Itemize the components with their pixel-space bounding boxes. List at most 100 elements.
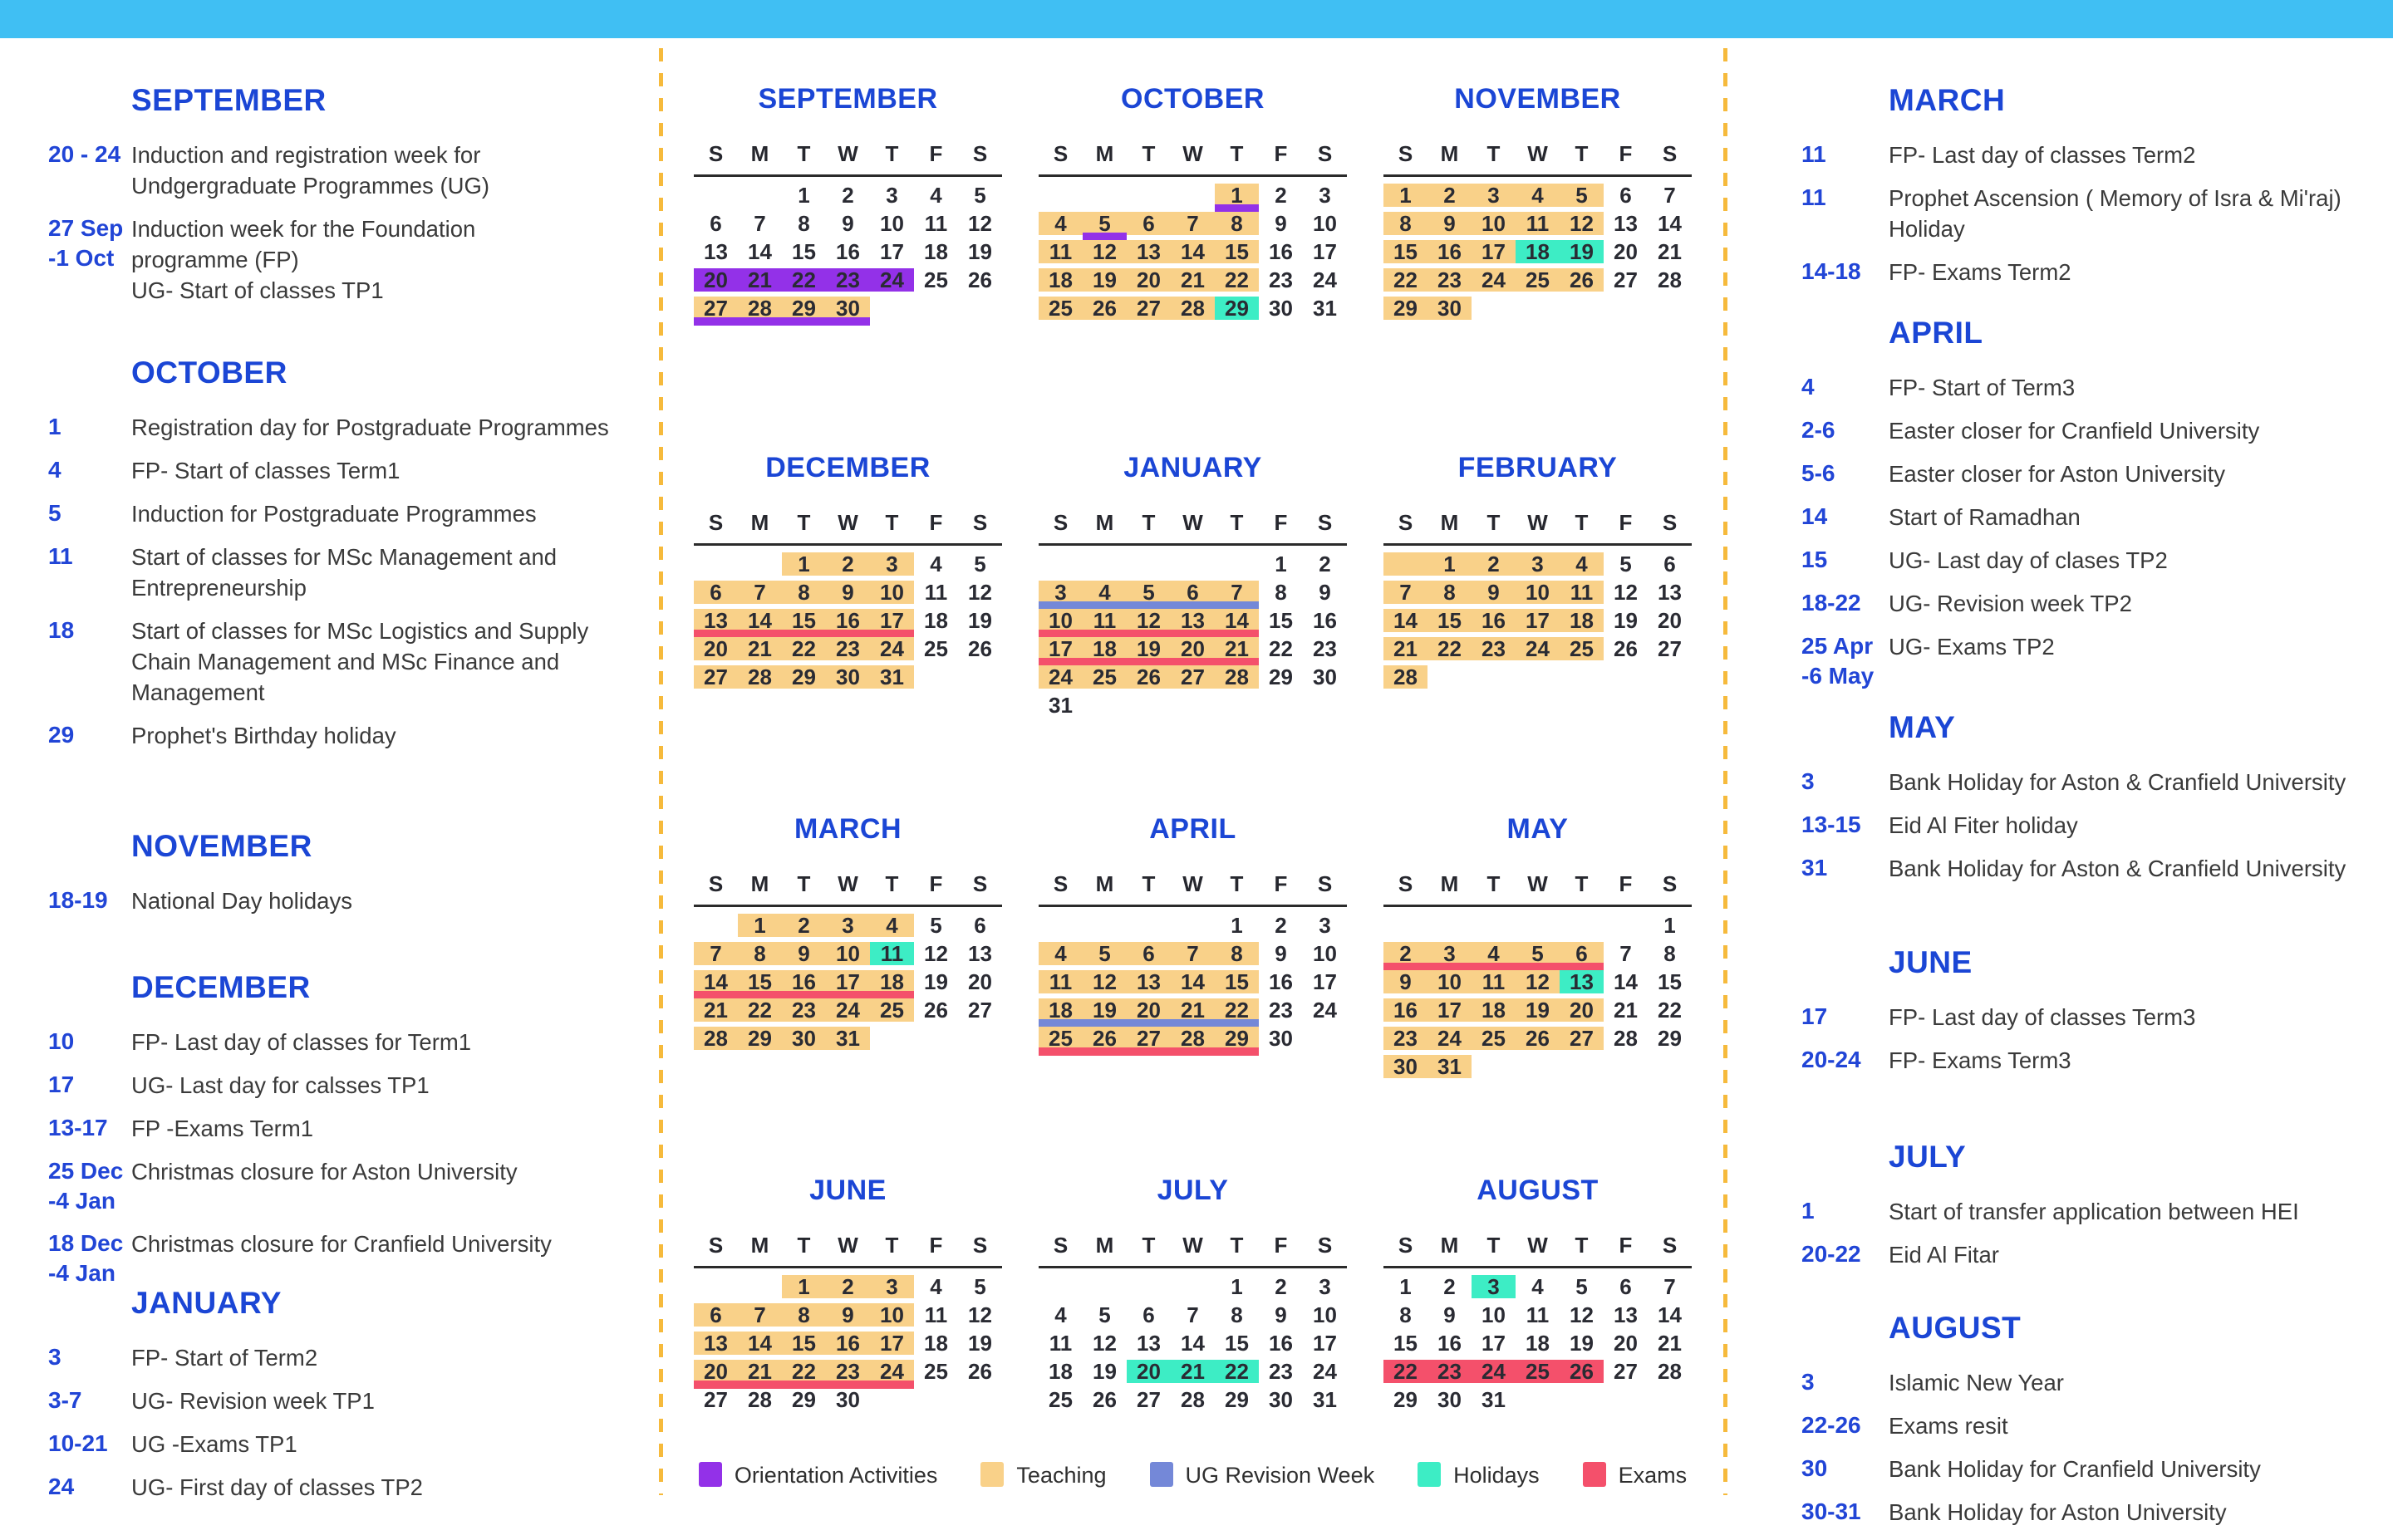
- event-item: 25 Apr -6 May UG- Exams TP2: [1801, 631, 2373, 691]
- calendar-day: 10: [836, 941, 860, 966]
- weekday-label: S: [708, 1233, 724, 1258]
- event-section-december: DECEMBER 10 FP- Last day of classes for Te…: [48, 970, 639, 1301]
- calendar-day: 24: [880, 636, 904, 661]
- dashed-divider-right: [1723, 48, 1727, 1495]
- calendar-day: 23: [1437, 267, 1462, 292]
- event-item: 18-19 National Day holidays: [48, 885, 639, 916]
- calendar-day: 24: [1313, 1359, 1337, 1384]
- calendar-day: 8: [1443, 580, 1456, 605]
- event-date: 3: [48, 1344, 61, 1370]
- calendar-day: 1: [1231, 1274, 1243, 1299]
- event-section-october: OCTOBER 1 Registration day for Postgraduat…: [48, 356, 639, 763]
- calendar-day: 14: [1225, 608, 1249, 633]
- calendar-day: 18: [1093, 636, 1117, 661]
- calendar-week-row: 22 23 24 25 26 27 28: [1383, 1359, 1692, 1390]
- weekday-label: F: [1274, 871, 1288, 896]
- calendar-day: 15: [748, 969, 772, 994]
- highlight-bar-teaching: [782, 1275, 914, 1298]
- event-item: 30 Bank Holiday for Cranfield University: [1801, 1454, 2373, 1484]
- legend-item-teaching: Teaching: [980, 1462, 1107, 1489]
- calendar-weeks: 1 2 3 4 5 6 7 8 9 10 11 12 13 14 15 16 17 18 19 20 21 22 23 24 2…: [1383, 184, 1692, 326]
- calendar-week-row: 14 15 16 17 18 19 20: [694, 969, 1002, 1000]
- highlight-bar-holiday: [1127, 1360, 1259, 1383]
- calendar-day: 20: [704, 267, 728, 292]
- event-date: 24: [48, 1474, 75, 1499]
- event-item: 17 FP- Last day of classes Term3: [1801, 1002, 2373, 1032]
- calendar-day: 11: [1481, 969, 1506, 994]
- calendar-week-row: 10 11 12 13 14 15 16: [1039, 608, 1347, 639]
- calendar-day: 30: [836, 296, 860, 321]
- calendar-day: 12: [1526, 969, 1550, 994]
- calendar-day: 10: [1313, 941, 1337, 966]
- calendar-day: 9: [1443, 211, 1456, 236]
- calendar-week-row: 21 22 23 24 25 26 27: [694, 998, 1002, 1028]
- mini-calendar-march: MARCH S M T W T F S 1 2 3 4 5 6 7 8 9 10 11 12 13 14 15 16 17 18 1…: [694, 813, 1002, 1057]
- event-date: 10: [48, 1028, 75, 1054]
- calendar-week-row: 1: [1383, 914, 1692, 944]
- mini-calendar-april: APRIL S M T W T F S 1 2 3 4 5 6 7 8 9 10 11 12 13 14 15 16 17 18 1…: [1039, 813, 1347, 1057]
- weekday-label: F: [1619, 510, 1633, 535]
- calendar-day: 28: [1658, 1359, 1682, 1384]
- header-rule: [694, 905, 1002, 907]
- highlight-bar-teaching: [1383, 970, 1560, 993]
- calendar-day: 7: [754, 211, 766, 236]
- stripe-bar-revision: [1039, 601, 1259, 610]
- calendar-day: 1: [1399, 1274, 1412, 1299]
- calendar-day: 7: [1231, 580, 1243, 605]
- highlight-bar-holiday: [1472, 1275, 1516, 1298]
- calendar-day: 14: [1658, 211, 1682, 236]
- event-section-september: SEPTEMBER 20 - 24 Induction and registrati…: [48, 83, 639, 318]
- calendar-day: 31: [1313, 1387, 1337, 1412]
- calendar-day: 12: [1570, 1302, 1594, 1327]
- event-section-july: JULY 1 Start of transfer application betwe…: [1801, 1140, 2373, 1283]
- calendar-day: 1: [1443, 552, 1456, 576]
- calendar-day: 12: [924, 941, 948, 966]
- event-section-may: MAY 3 Bank Holiday for Aston & Cranfield U…: [1801, 710, 2373, 896]
- left-events-column: SEPTEMBER 20 - 24 Induction and registrati…: [0, 0, 659, 1500]
- legend-label: Teaching: [1016, 1463, 1107, 1488]
- event-text: Bank Holiday for Aston University: [1889, 1499, 2227, 1525]
- calendar-title: JUNE: [809, 1175, 887, 1206]
- calendar-day: 13: [1614, 1302, 1638, 1327]
- calendar-weeks: 1 2 3 4 5 6 7 8 9 10 11 12 13 14 15 16 17 18 19 20 21 22 23 24 2…: [694, 1275, 1002, 1418]
- calendar-day: 12: [1093, 1331, 1117, 1356]
- calendar-day: 15: [792, 608, 816, 633]
- calendar-day: 21: [1614, 998, 1638, 1023]
- calendar-day: 24: [1313, 998, 1337, 1023]
- highlight-bar-teaching: [694, 942, 870, 965]
- calendar-day: 11: [1570, 580, 1594, 605]
- calendar-day: 22: [792, 636, 816, 661]
- weekday-label: T: [1486, 1233, 1501, 1258]
- calendar-day: 22: [1269, 636, 1293, 661]
- calendar-weeks: 1 2 3 4 5 6 7 8 9 10 11 12 13 14 15 16 17 18 19 20 21 22 23 24 2…: [1039, 914, 1347, 1057]
- highlight-bar-teaching: [1039, 609, 1259, 632]
- weekday-label: M: [1440, 1233, 1459, 1258]
- calendar-weeks: 1 2 3 4 5 6 7 8 9 10 11 12 13 14 15 16 17 18 19 20 21 22 23 24 2…: [1383, 914, 1692, 1085]
- calendar-day: 8: [1663, 941, 1676, 966]
- event-date: 13-17: [48, 1115, 108, 1140]
- calendar-week-row: 13 14 15 16 17 18 19: [694, 239, 1002, 270]
- calendar-day: 13: [1137, 1331, 1161, 1356]
- event-text: Bank Holiday for Cranfield University: [1889, 1456, 2261, 1482]
- calendar-day: 22: [1437, 636, 1462, 661]
- event-date: 13-15: [1801, 812, 1861, 837]
- highlight-bar-teaching: [1383, 268, 1604, 292]
- event-text: Bank Holiday for Aston & Cranfield Unive…: [1889, 856, 2346, 881]
- event-text: Easter closer for Aston University: [1889, 461, 2226, 487]
- highlight-bar-teaching: [1215, 184, 1259, 207]
- calendar-day: 7: [1663, 1274, 1676, 1299]
- event-text: FP- Exams Term2: [1889, 259, 2071, 285]
- calendar-day: 12: [1137, 608, 1161, 633]
- calendar-day: 30: [836, 665, 860, 689]
- weekday-label: T: [885, 141, 899, 166]
- calendar-day: 19: [968, 239, 992, 264]
- calendar-day: 27: [1658, 636, 1682, 661]
- calendar-day: 24: [880, 267, 904, 292]
- calendar-day: 27: [968, 998, 992, 1023]
- header-rule: [1039, 1266, 1347, 1268]
- calendar-weeks: 1 2 3 4 5 6 7 8 9 10 11 12 13 14 15 16 17 18 19 20 21 22 23 24 2…: [1039, 1274, 1347, 1418]
- calendar-day: 1: [1231, 183, 1243, 208]
- calendar-day: 6: [710, 580, 722, 605]
- calendar-day: 26: [1526, 1026, 1550, 1051]
